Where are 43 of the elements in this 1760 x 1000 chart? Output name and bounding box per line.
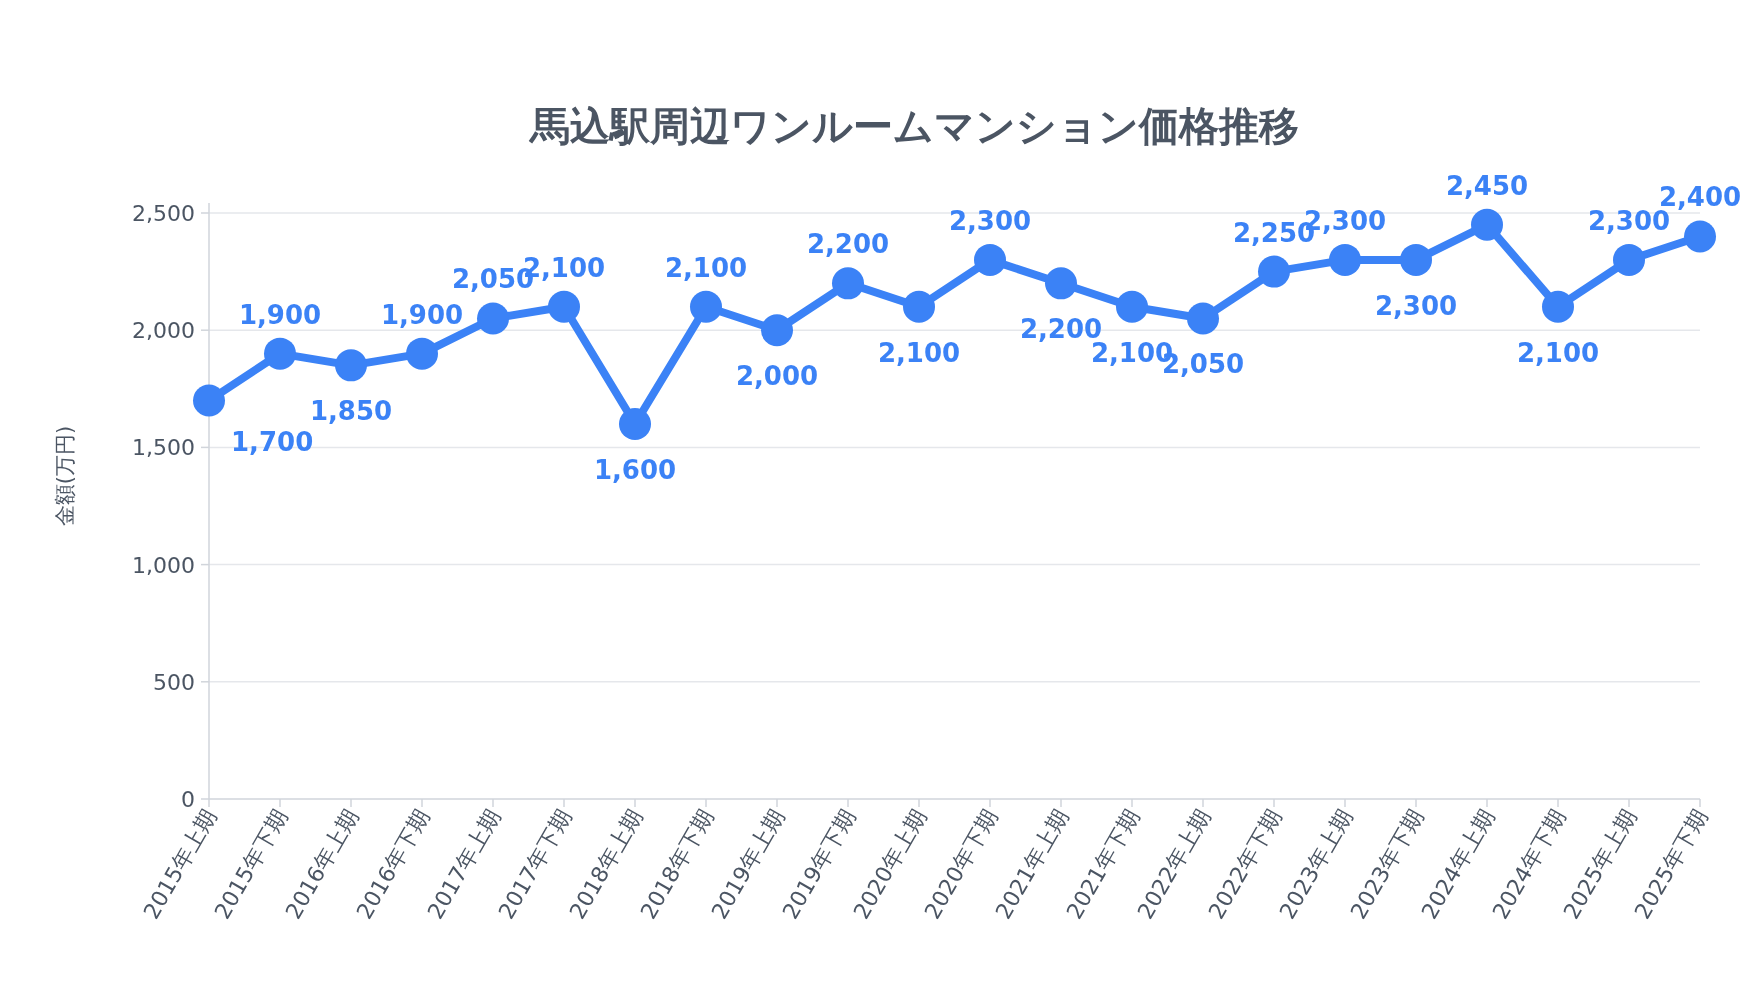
y-tick-label: 2,000 bbox=[132, 318, 195, 344]
point bbox=[1542, 290, 1574, 323]
data-label: 2,100 bbox=[877, 337, 961, 368]
point bbox=[1684, 220, 1716, 253]
y-axis-title: 金額(万円) bbox=[53, 425, 77, 527]
y-tick-label: 500 bbox=[153, 669, 195, 695]
data-label: 1,850 bbox=[309, 396, 393, 427]
y-tick-label: 1,000 bbox=[132, 552, 195, 578]
point bbox=[690, 290, 722, 323]
point bbox=[1258, 255, 1290, 288]
data-label: 1,700 bbox=[231, 426, 314, 457]
y-tick-label: 0 bbox=[181, 787, 195, 812]
point bbox=[1471, 208, 1503, 241]
data-label: 1,600 bbox=[593, 454, 677, 485]
y-tick-label: 1,500 bbox=[132, 435, 195, 461]
point bbox=[406, 337, 438, 370]
point bbox=[1187, 302, 1219, 335]
point bbox=[264, 337, 296, 370]
data-label: 2,200 bbox=[806, 229, 890, 260]
point bbox=[335, 349, 367, 382]
y-tick-label: 2,500 bbox=[132, 201, 195, 226]
point bbox=[761, 314, 793, 347]
point bbox=[1329, 243, 1361, 276]
point bbox=[1613, 243, 1645, 276]
point bbox=[832, 267, 864, 300]
point bbox=[1045, 267, 1077, 300]
data-label: 2,300 bbox=[948, 205, 1032, 236]
data-label: 1,900 bbox=[238, 299, 322, 330]
point bbox=[974, 243, 1006, 276]
point bbox=[477, 302, 509, 335]
chart-title: 馬込駅周辺ワンルームマンション価格推移 bbox=[528, 103, 1299, 149]
point bbox=[1116, 290, 1148, 323]
data-label: 2,000 bbox=[735, 361, 819, 392]
point bbox=[548, 290, 580, 323]
point bbox=[1400, 243, 1432, 276]
point bbox=[619, 407, 651, 440]
data-label: 1,900 bbox=[380, 299, 464, 330]
data-label: 2,450 bbox=[1445, 170, 1529, 201]
point bbox=[193, 384, 225, 417]
point bbox=[903, 290, 935, 323]
data-label: 2,300 bbox=[1374, 290, 1458, 321]
data-label: 2,100 bbox=[1516, 337, 1600, 368]
data-label: 2,100 bbox=[664, 252, 748, 283]
